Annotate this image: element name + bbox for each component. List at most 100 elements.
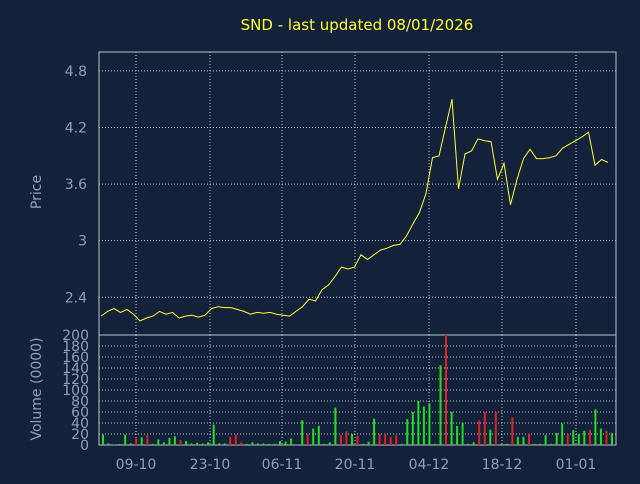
volume-bar xyxy=(273,443,276,445)
volume-bar xyxy=(301,420,304,446)
volume-bar xyxy=(245,443,248,445)
volume-bar xyxy=(339,435,342,445)
volume-bar xyxy=(511,417,514,445)
volume-bar xyxy=(146,435,149,445)
volume-bar xyxy=(533,443,536,445)
volume-bar xyxy=(561,423,564,445)
volume-bar xyxy=(395,435,398,445)
volume-bar xyxy=(505,443,508,445)
volume-bar xyxy=(268,443,270,445)
volume-bar xyxy=(351,434,353,445)
price-tick-label: 4.2 xyxy=(65,120,87,136)
volume-bar xyxy=(356,435,359,445)
volume-bar xyxy=(611,432,613,445)
volume-bar xyxy=(107,443,110,445)
volume-bar xyxy=(290,438,293,445)
volume-bar xyxy=(500,443,503,445)
volume-bar xyxy=(284,441,287,445)
volume-bar xyxy=(599,428,602,445)
volume-bar xyxy=(323,443,326,445)
volume-bar xyxy=(140,437,143,445)
price-tick-label: 3.6 xyxy=(65,177,87,193)
volume-bar xyxy=(367,441,370,445)
volume-bar xyxy=(196,442,199,445)
volume-bar xyxy=(229,436,232,446)
date-tick-label: 04-12 xyxy=(409,457,450,473)
volume-bar xyxy=(362,443,364,445)
volume-bar xyxy=(461,423,464,445)
volume-bar xyxy=(528,433,530,445)
volume-bar xyxy=(467,443,470,445)
volume-bar xyxy=(113,444,116,445)
volume-bar xyxy=(373,418,376,445)
volume-bar xyxy=(406,419,409,445)
volume-bar xyxy=(256,443,259,445)
price-plot-area: 2.4 3 3.6 4.2 4.8 xyxy=(65,51,617,336)
volume-bar xyxy=(550,443,553,445)
volume-bar xyxy=(417,401,420,445)
volume-bar xyxy=(384,434,387,445)
volume-bar xyxy=(539,443,542,445)
volume-bar xyxy=(129,443,132,445)
volume-bar xyxy=(483,412,486,445)
volume-bar xyxy=(450,412,453,445)
price-tick-label: 2.4 xyxy=(65,290,87,306)
date-tick-label: 23-10 xyxy=(190,457,231,473)
price-tick-label: 4.8 xyxy=(65,64,87,80)
volume-bar xyxy=(544,435,547,445)
volume-bar xyxy=(428,403,431,445)
volume-bar xyxy=(583,430,586,445)
volume-bar xyxy=(422,406,425,445)
volume-bar xyxy=(240,442,243,446)
volume-bar xyxy=(162,442,165,446)
volume-bar xyxy=(306,434,309,445)
price-line xyxy=(100,99,609,322)
chart-title: SND - last updated 08/01/2026 xyxy=(241,16,474,34)
volume-bar xyxy=(478,420,481,446)
volume-tick-label: 40 xyxy=(71,416,89,432)
volume-bar xyxy=(118,443,121,445)
volume-bar xyxy=(456,425,459,446)
volume-bar xyxy=(494,412,497,445)
volume-bar xyxy=(328,442,331,446)
volume-bar xyxy=(445,335,447,445)
volume-bar xyxy=(212,424,215,445)
volume-bar xyxy=(439,365,442,446)
volume-bar xyxy=(312,428,315,445)
volume-tick-label: 120 xyxy=(62,372,89,388)
volume-bar xyxy=(555,432,558,445)
volume-bar xyxy=(201,443,204,445)
volume-bar xyxy=(135,438,138,445)
volume-bar xyxy=(516,436,519,446)
volume-tick-label: 180 xyxy=(62,339,89,355)
volume-bar xyxy=(489,429,492,445)
volume-bar xyxy=(223,443,226,445)
volume-bar xyxy=(577,434,580,445)
volume-bar xyxy=(411,412,414,445)
volume-bar xyxy=(124,434,127,445)
date-axis: 09-10 23-10 06-11 20-11 04-12 18-12 01-01 xyxy=(116,457,597,473)
volume-tick-label: 80 xyxy=(71,394,89,410)
volume-bar xyxy=(279,441,281,445)
volume-tick-label: 100 xyxy=(62,383,89,399)
volume-bar xyxy=(207,442,210,446)
volume-bar xyxy=(234,434,237,445)
volume-bar xyxy=(345,431,348,446)
volume-bar xyxy=(472,442,475,446)
volume-axis-label: Volume (0000) xyxy=(29,337,45,440)
volume-tick-label: 20 xyxy=(71,427,89,443)
date-tick-label: 01-01 xyxy=(556,457,597,473)
volume-bar xyxy=(389,437,392,445)
volume-bar xyxy=(151,443,154,445)
volume-bar xyxy=(522,436,525,446)
volume-bar xyxy=(317,425,320,446)
volume-bar xyxy=(566,434,569,445)
volume-bar xyxy=(251,442,254,446)
volume-tick-label: 200 xyxy=(62,328,89,344)
volume-bar xyxy=(102,434,104,445)
price-tick-label: 3 xyxy=(78,234,87,250)
volume-bar xyxy=(295,444,298,445)
